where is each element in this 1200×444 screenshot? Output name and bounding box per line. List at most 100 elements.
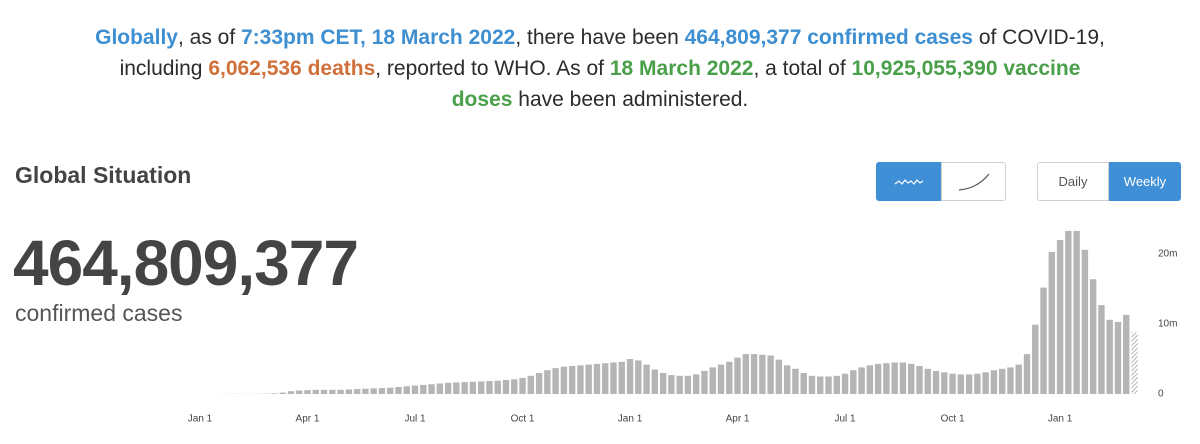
summary-line: Globally, as of 7:33pm CET, 18 March 202…	[0, 22, 1200, 53]
summary-text: , a total of	[753, 57, 852, 80]
icon	[894, 178, 923, 185]
summary-text: have been administered.	[512, 88, 749, 111]
bar	[825, 376, 832, 394]
x-tick-label: Oct 1	[941, 414, 965, 425]
summary: Globally, as of 7:33pm CET, 18 March 202…	[0, 22, 1200, 115]
bar	[453, 382, 460, 394]
bar	[1106, 319, 1113, 394]
bar	[908, 363, 915, 394]
bar	[659, 373, 667, 394]
summary-text: , as of	[177, 26, 241, 49]
bar	[345, 389, 353, 394]
frequency-button[interactable]: Weekly	[1109, 162, 1181, 201]
summary-line: including 6,062,536 deaths, reported to …	[0, 53, 1200, 84]
x-tick-label: Oct 1	[511, 414, 535, 425]
bar	[560, 366, 568, 394]
section-title: Global Situation	[15, 162, 192, 188]
bar	[808, 375, 816, 394]
bar	[965, 374, 973, 394]
bar	[502, 380, 510, 394]
bar	[800, 373, 807, 394]
bar	[684, 375, 692, 394]
bar	[949, 373, 956, 394]
bar	[1015, 364, 1022, 394]
x-tick-label: Jul 1	[404, 414, 426, 425]
summary-text: including	[119, 57, 209, 80]
bar	[676, 375, 683, 394]
bar	[436, 383, 444, 394]
bar	[916, 366, 923, 394]
y-tick-label: 0	[1158, 389, 1164, 400]
headline-label: confirmed cases	[15, 300, 183, 326]
x-tick-label: Jul 1	[834, 414, 856, 425]
cumulative-view-button[interactable]	[941, 162, 1006, 201]
bar	[651, 369, 659, 394]
bar	[1056, 240, 1064, 394]
icon	[958, 173, 989, 191]
bar	[312, 389, 319, 394]
bar	[693, 374, 700, 394]
bar	[767, 355, 774, 394]
bar	[1114, 321, 1122, 394]
bar	[304, 390, 311, 394]
summary-text: 18 March 2022	[609, 57, 754, 80]
bar	[1131, 332, 1138, 394]
bar	[783, 365, 791, 394]
bar	[1073, 230, 1080, 394]
summary-text: of COVID-19,	[972, 26, 1105, 49]
bar	[469, 381, 477, 394]
x-tick-label: Jan 1	[1048, 414, 1073, 425]
bar	[866, 365, 874, 394]
bar	[817, 376, 824, 394]
bar	[403, 386, 410, 394]
bar	[1032, 324, 1039, 394]
bar	[874, 363, 882, 394]
bar	[296, 390, 303, 394]
x-tick-label: Apr 1	[726, 414, 750, 425]
summary-text: 7:33pm CET, 18 March 2022	[241, 26, 516, 49]
bar-view-button[interactable]	[876, 162, 941, 201]
bar	[535, 373, 543, 394]
bar	[726, 361, 733, 394]
bar	[990, 370, 998, 394]
summary-text: 10,925,055,390 vaccine	[851, 57, 1081, 80]
bar	[643, 364, 650, 394]
bar	[635, 360, 642, 394]
bar	[444, 382, 452, 394]
bar	[742, 354, 750, 394]
summary-text: , there have been	[515, 26, 685, 49]
bar	[833, 375, 840, 394]
bar	[271, 393, 278, 394]
bar	[585, 364, 592, 394]
bar	[941, 372, 948, 394]
bar	[610, 362, 617, 394]
bar	[850, 370, 857, 394]
bar	[428, 384, 435, 394]
bar	[519, 377, 526, 394]
bar	[544, 370, 551, 394]
frequency-button[interactable]: Daily	[1037, 162, 1109, 201]
bar	[1023, 354, 1031, 394]
bar	[759, 354, 766, 394]
bar	[668, 375, 675, 394]
bar	[1048, 251, 1056, 394]
summary-text: Globally	[95, 26, 178, 49]
bar	[1123, 314, 1130, 394]
bar	[494, 380, 501, 394]
bar	[577, 365, 584, 394]
summary-line: doses have been administered.	[0, 84, 1200, 115]
bar	[1065, 230, 1072, 394]
bar	[775, 359, 783, 394]
bar	[932, 370, 940, 394]
bar	[461, 382, 468, 394]
bar	[734, 357, 741, 394]
bar	[353, 389, 361, 394]
bar	[1040, 287, 1047, 394]
bar	[420, 384, 427, 394]
y-tick-label: 10m	[1158, 319, 1177, 330]
bar	[411, 385, 419, 394]
headline-number: 464,809,377	[13, 227, 359, 299]
bar	[337, 389, 344, 394]
bar	[841, 373, 849, 394]
